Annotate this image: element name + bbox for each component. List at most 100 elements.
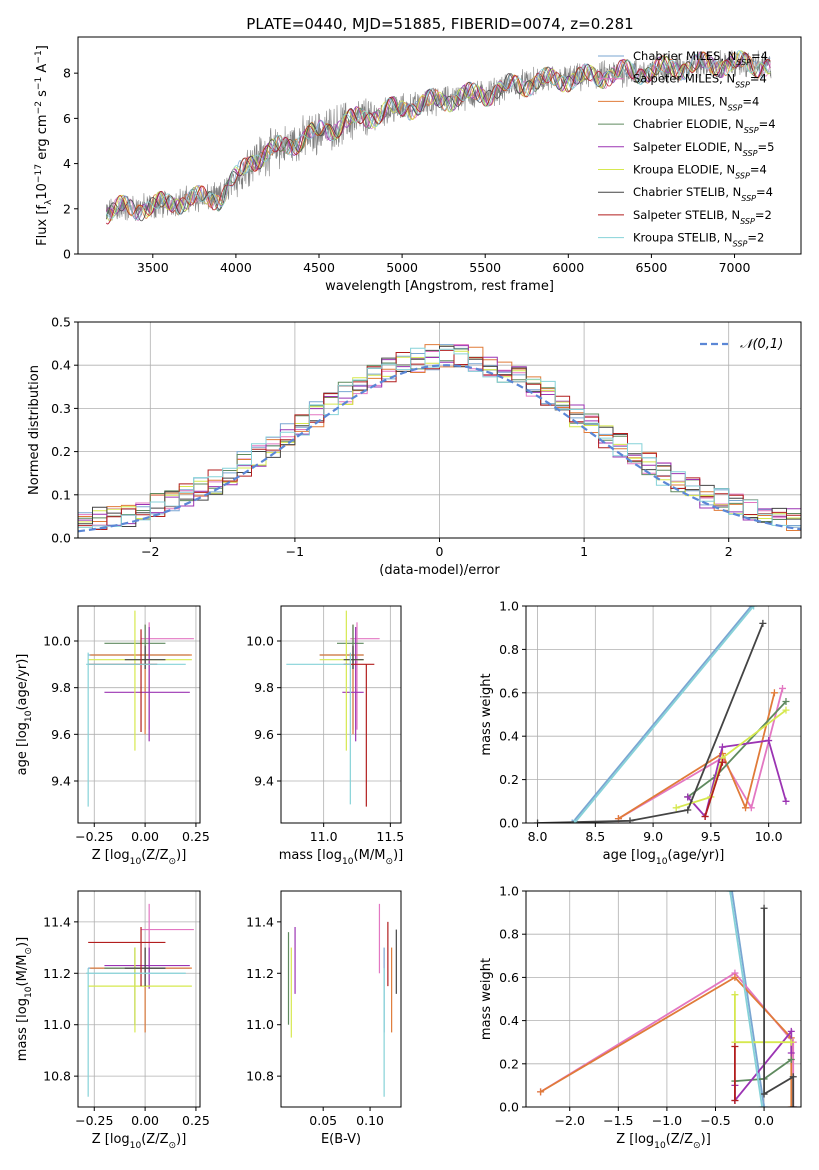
y-tick-label: 4 <box>63 156 71 171</box>
x-tick-label: 10.0 <box>755 829 783 844</box>
age-vs-Z-axes: −0.25 0.00 0.259.49.69.810.0Z [log10(Z/Z⊙)… <box>15 605 210 867</box>
weight-line <box>734 994 792 1044</box>
spectrum-axes-xlabel: wavelength [Angstrom, rest frame] <box>325 279 554 294</box>
age-vs-mass-axes-xlabel: mass [log10(M/M⊙)] <box>279 848 403 867</box>
weight-vs-age-axes-plot-area <box>534 606 790 823</box>
mass-vs-Z-axes-ylabel-part: (M/M <box>15 955 30 987</box>
weight-marker <box>787 1103 795 1107</box>
weight-marker <box>731 973 739 981</box>
weight-vs-age-axes-frame <box>525 605 802 824</box>
mass-vs-Z-axes-xlabel: Z [log10(Z/Z⊙)] <box>92 1132 187 1151</box>
y-tick-label: 10.0 <box>246 634 274 649</box>
x-tick-label: −0.25 <box>75 1113 113 1128</box>
x-tick-label: 8.0 <box>528 829 548 844</box>
weight-vs-Z-axes-plot-area <box>537 891 797 1107</box>
weight-line <box>687 739 787 819</box>
residuals-axes: −2 −1 0 1 2 0.0 0.1 0.2 0.3 0.4 0.5 (data-model)/er… <box>27 315 802 578</box>
weight-marker <box>672 804 680 812</box>
residual-histogram <box>78 347 801 528</box>
age-vs-Z-axes-frame <box>77 605 201 824</box>
weight-line <box>617 688 784 820</box>
y-tick-label: 0.4 <box>499 1013 519 1028</box>
y-tick-label: 0.4 <box>51 358 71 373</box>
weight-marker <box>760 904 768 912</box>
legend-entry-part: =4 <box>756 185 773 199</box>
weight-marker <box>782 706 790 714</box>
x-tick-label: −1.0 <box>652 1113 682 1128</box>
legend-entry: Salpeter STELIB, NSSP=2 <box>633 208 772 226</box>
x-tick-label: −2 <box>141 544 159 559</box>
legend-entry-part: SSP <box>735 80 750 89</box>
weight-vs-age-axes-xlabel-part: 10 <box>656 857 668 867</box>
y-tick-label: 10.8 <box>246 1069 274 1084</box>
y-tick-label: 0.0 <box>51 531 71 546</box>
spectrum-ylabel-part: −1 <box>34 77 44 90</box>
age-vs-Z-axes-ylabel-part: 10 <box>24 710 34 722</box>
weight-marker <box>787 1049 795 1057</box>
age-vs-Z-axes-xlabel: Z [log10(Z/Z⊙)] <box>92 848 187 867</box>
legend-entry-part: =2 <box>747 231 764 245</box>
weight-vs-age-axes-xlabel-part: age [log <box>603 848 656 863</box>
y-tick-label: 0.1 <box>51 487 71 502</box>
legend-entry-part: SSP <box>744 126 759 135</box>
x-tick-label: −0.5 <box>700 1113 730 1128</box>
y-tick-label: 0.5 <box>51 315 71 330</box>
y-tick-label: 6 <box>63 111 71 126</box>
x-tick-label: 9.5 <box>701 829 721 844</box>
x-tick-label: 1 <box>580 544 588 559</box>
weight-marker <box>718 758 726 766</box>
y-tick-label: 11.0 <box>43 1017 71 1032</box>
mass-vs-EBV-axes-frame <box>280 890 402 1108</box>
x-tick-label: 0.25 <box>182 1113 210 1128</box>
weight-line <box>734 1058 792 1082</box>
x-tick-label: 2 <box>725 544 733 559</box>
y-tick-label: 11.2 <box>43 966 71 981</box>
y-tick-label: 2 <box>63 201 71 216</box>
weight-line <box>763 908 795 1107</box>
spectrum-ylabel-part: Flux [f <box>35 205 50 246</box>
age-vs-Z-axes-xlabel-part: Z [log <box>92 848 130 863</box>
model-fit-line <box>105 51 771 225</box>
spectrum-ylabel: Flux [fλ10−17 erg cm−2 s−1 A−1] <box>34 45 54 246</box>
weight-marker <box>760 1090 768 1098</box>
residuals-axes-xlabel-part: (data-model)/error <box>379 563 500 578</box>
mass-vs-Z-axes-xlabel-part: Z [log <box>92 1132 130 1147</box>
x-tick-label: 5000 <box>386 260 418 275</box>
legend-entry: Chabrier STELIB, NSSP=4 <box>633 185 773 203</box>
spectrum-ylabel-part: A <box>35 64 50 77</box>
weight-marker <box>759 619 767 627</box>
legend-entry-part: =4 <box>750 163 767 177</box>
weight-vs-Z-axes-frame <box>525 890 802 1108</box>
weight-vs-age-axes: 8.0 8.5 9.0 9.5 10.0 0.0 0.2 0.4 0.6 0.8 1.0 age [l… <box>479 599 802 867</box>
spectrum-ylabel-part: λ <box>44 199 54 205</box>
y-tick-label: 0.6 <box>499 970 519 985</box>
x-tick-label: 11.5 <box>376 829 404 844</box>
mass-vs-Z-axes-xlabel-part: 10 <box>130 1141 142 1151</box>
x-tick-label: 0.0 <box>754 1113 774 1128</box>
weight-marker <box>701 812 709 820</box>
plot-layer: 3500 4000 4500 5000 5500 6000 6500 7000 0 2 4 6 8 wav… <box>15 36 802 1151</box>
model-fit-line <box>105 50 771 222</box>
x-tick-label: 4500 <box>303 260 335 275</box>
y-tick-label: 11.4 <box>43 914 71 929</box>
mass-vs-EBV-axes: 0.05 0.10 10.8 11.0 11.2 11.4 E(B-V) <box>246 890 402 1147</box>
legend-entry-part: =2 <box>755 208 772 222</box>
y-tick-label: 9.4 <box>51 774 71 789</box>
x-tick-label: 8.5 <box>585 829 605 844</box>
legend-entry-part: SSP <box>741 194 756 203</box>
weight-marker <box>782 797 790 805</box>
weight-marker <box>571 819 579 823</box>
weight-line <box>537 623 764 823</box>
model-fit-line <box>106 50 771 220</box>
legend-entry-part: =4 <box>750 72 767 86</box>
normal-curve <box>78 364 801 533</box>
legend-entry-part: Salpeter STELIB, N <box>633 208 740 222</box>
weight-vs-Z-axes-xlabel-part: 10 <box>654 1141 666 1151</box>
age-vs-mass-axes-xlabel-part: 10 <box>342 857 354 867</box>
y-tick-label: 0.0 <box>499 1100 519 1115</box>
spectrum-ylabel-part: −2 <box>34 101 44 114</box>
x-tick-label: 0.05 <box>309 1113 337 1128</box>
weight-vs-Z-axes-xlabel-part: (Z/Z <box>666 1132 693 1147</box>
x-tick-label: 0.25 <box>182 829 210 844</box>
